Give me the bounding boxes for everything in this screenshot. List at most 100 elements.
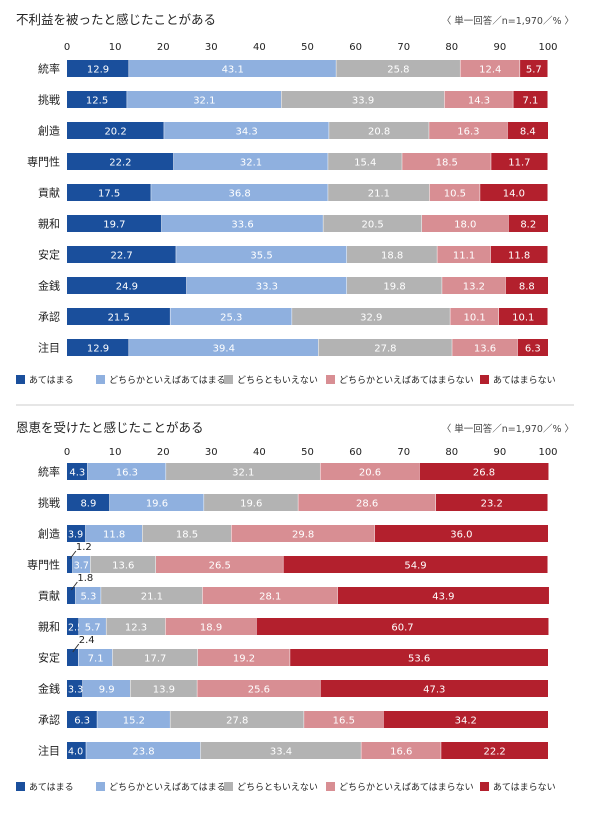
bar-segment: [85, 525, 143, 542]
data-label: 32.1: [232, 468, 254, 479]
bar-segment: [498, 308, 548, 325]
bar-segment: [204, 494, 299, 511]
bar-segment: [75, 587, 102, 604]
data-label: 33.3: [256, 282, 278, 293]
bar-segment: [304, 711, 384, 728]
category-label: 親和: [38, 621, 60, 634]
data-label: 19.7: [103, 220, 125, 231]
bar-segment: [86, 742, 201, 759]
data-label: 9.9: [99, 685, 115, 696]
legend-swatch: [480, 375, 489, 384]
bar-segment: [442, 277, 506, 294]
category-label: 安定: [38, 651, 60, 665]
category-label: 統率: [38, 465, 60, 479]
legend-swatch: [326, 782, 335, 791]
data-label: 20.8: [368, 127, 390, 138]
data-label: 54.9: [404, 561, 426, 572]
data-label: 29.8: [292, 530, 314, 541]
bar-segment: [441, 742, 548, 759]
data-label: 4.0: [68, 747, 83, 758]
bar-segment: [402, 153, 492, 170]
data-label: 3.7: [74, 561, 89, 572]
x-tick-label: 100: [538, 447, 557, 458]
chart-note: 〈 単一回答／n=1,970／% 〉: [442, 423, 574, 435]
data-label: 32.9: [360, 313, 382, 324]
category-label: 注目: [38, 744, 60, 758]
bar-segment: [383, 711, 548, 728]
data-label: 12.9: [87, 65, 109, 76]
x-tick-label: 20: [157, 447, 170, 458]
data-label: 36.0: [450, 530, 472, 541]
data-label: 43.1: [222, 65, 244, 76]
category-label: 統率: [38, 62, 60, 76]
bar-segment: [170, 308, 293, 325]
bar-segment: [82, 680, 131, 697]
bar-segment: [67, 649, 79, 666]
data-label: 60.7: [391, 623, 413, 634]
bar-segment: [256, 618, 549, 635]
data-label: 13.6: [474, 344, 496, 355]
bar-segment: [67, 494, 110, 511]
legend-swatch: [96, 375, 105, 384]
bar-segment: [505, 277, 548, 294]
x-tick-label: 70: [397, 42, 410, 53]
bar-segment: [419, 463, 549, 480]
callout-line: [72, 643, 80, 653]
category-label: 親和: [38, 218, 60, 231]
data-label: 19.6: [146, 499, 168, 510]
data-label: 16.5: [333, 716, 355, 727]
data-label: 10.1: [464, 313, 486, 324]
legend-swatch: [480, 782, 489, 791]
data-label: 34.3: [236, 127, 258, 138]
legend-label: どちらかといえばあてはまらない: [339, 782, 474, 793]
data-label: 17.7: [144, 654, 166, 665]
data-label: 21.5: [108, 313, 130, 324]
data-label: 14.3: [468, 96, 490, 107]
data-label: 33.9: [352, 96, 374, 107]
category-label: 専門性: [27, 155, 60, 169]
data-label: 28.1: [259, 592, 281, 603]
bar-segment: [429, 122, 508, 139]
bar-segment: [109, 494, 205, 511]
bar-segment: [186, 277, 347, 294]
data-label: 25.8: [387, 65, 409, 76]
bar-segment: [161, 215, 324, 232]
data-label: 26.5: [209, 561, 231, 572]
data-label: 36.8: [229, 189, 251, 200]
bar-segment: [328, 184, 430, 201]
data-label: 22.7: [110, 251, 132, 262]
bar-segment: [90, 556, 156, 573]
category-label: 注目: [38, 341, 60, 355]
chart-title: 不利益を被ったと感じたことがある: [16, 12, 216, 27]
data-label: 32.1: [240, 158, 262, 169]
bar-segment: [421, 215, 509, 232]
data-label: 19.6: [240, 499, 262, 510]
legend-swatch: [326, 375, 335, 384]
category-label: 承認: [38, 713, 60, 727]
bar-segment: [87, 463, 167, 480]
bar-segment: [67, 277, 187, 294]
bar-segment: [165, 618, 257, 635]
bar-segment: [490, 246, 548, 263]
data-label: 33.6: [231, 220, 253, 231]
data-label: 1.8: [77, 573, 93, 584]
legend-label: どちらともいえない: [237, 375, 318, 386]
data-label: 19.2: [233, 654, 255, 665]
data-label: 3.9: [68, 530, 83, 541]
data-label: 6.3: [74, 716, 90, 727]
data-label: 39.4: [213, 344, 235, 355]
bar-segment: [283, 556, 548, 573]
bar-segment: [173, 153, 329, 170]
bar-segment: [197, 649, 291, 666]
data-label: 5.7: [526, 65, 542, 76]
data-label: 20.6: [359, 468, 381, 479]
data-label: 8.8: [519, 282, 535, 293]
bar-segment: [67, 711, 98, 728]
bar-segment: [127, 91, 282, 108]
category-label: 貢献: [38, 589, 60, 603]
bar-segment: [67, 215, 162, 232]
data-label: 21.1: [141, 592, 163, 603]
bar-segment: [142, 525, 232, 542]
x-tick-label: 80: [445, 447, 458, 458]
